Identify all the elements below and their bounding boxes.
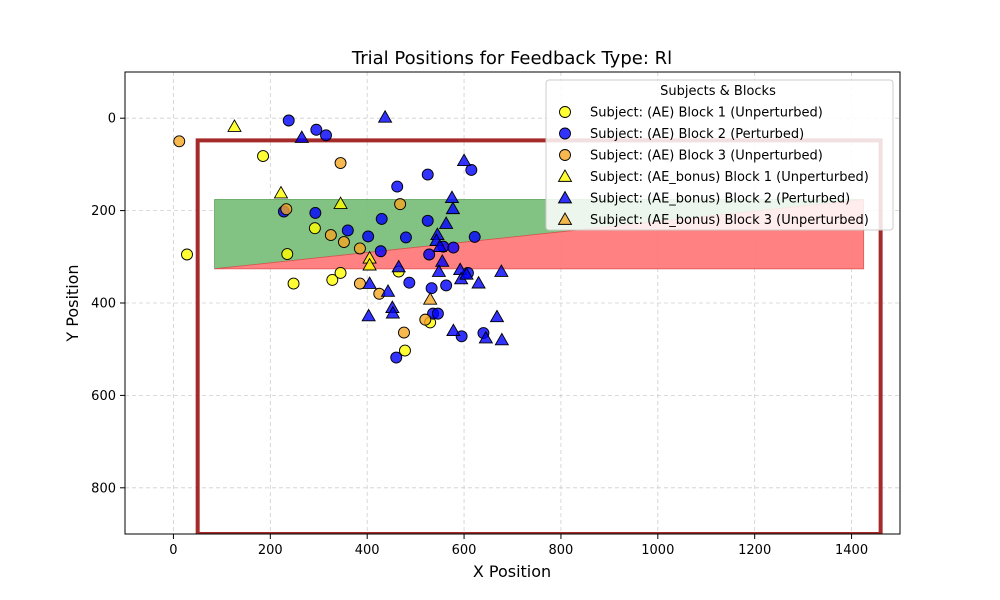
x-tick-label: 1000 [641, 543, 674, 558]
data-point-series-5 [445, 201, 461, 215]
legend-title: Subjects & Blocks [660, 84, 776, 99]
legend-box [545, 79, 894, 231]
data-point-series-3 [394, 198, 407, 211]
data-point-series-5 [294, 130, 310, 143]
x-axis-label: X Position [473, 562, 551, 581]
data-point-series-5 [438, 216, 454, 229]
y-axis-label: Y Position [63, 264, 82, 342]
data-point-series-1 [257, 150, 269, 163]
data-point-series-2 [423, 248, 436, 261]
data-point-series-4 [333, 196, 348, 209]
data-point-series-1 [326, 273, 339, 286]
data-point-series-2 [391, 180, 404, 193]
data-point-series-2 [374, 245, 387, 258]
data-point-series-2 [421, 214, 434, 227]
workspace-boundary [195, 138, 883, 534]
data-point-series-5 [478, 330, 494, 344]
data-point-series-2 [447, 241, 460, 254]
legend-marker [557, 190, 573, 204]
legend-marker [559, 149, 571, 161]
data-point-series-5 [361, 308, 376, 322]
chart-title: Trial Positions for Feedback Type: Rl [351, 48, 672, 69]
x-tick-label: 0 [169, 543, 177, 558]
data-point-series-2 [465, 163, 478, 176]
legend: Subjects & Blocks Subject: (AE) Block 1 … [545, 79, 894, 231]
data-point-series-5 [456, 153, 472, 167]
data-point-series-2 [310, 123, 323, 136]
data-point-series-5 [494, 264, 509, 277]
data-point-series-5 [391, 259, 406, 273]
data-point-series-2 [425, 282, 438, 295]
data-point-series-1 [181, 248, 193, 261]
data-point-series-5 [446, 323, 461, 337]
data-point-series-5 [471, 275, 486, 289]
data-point-series-6 [422, 291, 438, 305]
legend-marker [559, 106, 571, 118]
data-point-series-5 [377, 109, 393, 123]
data-point-series-2 [468, 230, 481, 243]
legend-marker [559, 127, 571, 140]
x-tick-label: 600 [452, 543, 477, 558]
y-tick-label: 200 [91, 204, 116, 219]
legend-marker [557, 169, 573, 182]
data-point-series-1 [399, 344, 411, 357]
legend-entry: Subject: (AE) Block 1 (Unperturbed) [590, 106, 823, 121]
data-point-series-5 [494, 332, 510, 346]
data-point-series-3 [353, 242, 366, 255]
data-point-series-2 [362, 230, 375, 243]
data-point-series-3 [419, 313, 432, 326]
data-point-series-3 [280, 203, 293, 216]
data-point-series-5 [380, 284, 396, 297]
x-tick-label: 1200 [738, 543, 771, 558]
legend-entry: Subject: (AE_bonus) Block 3 (Unperturbed… [590, 213, 869, 228]
x-tick-label: 1400 [835, 543, 868, 558]
data-point-series-1 [281, 248, 294, 260]
legend-entry: Subject: (AE) Block 3 (Unperturbed) [590, 149, 823, 164]
legend-marker [557, 212, 573, 225]
data-point-series-2 [421, 168, 434, 181]
data-point-series-3 [337, 236, 350, 248]
x-tick-label: 200 [258, 543, 283, 558]
data-point-series-5 [459, 266, 474, 280]
data-point-series-5 [489, 309, 505, 323]
data-point-series-2 [390, 351, 403, 364]
data-point-series-5 [444, 190, 460, 203]
x-tick-label: 400 [355, 543, 380, 558]
data-point-series-2 [399, 231, 412, 244]
data-point-series-5 [434, 254, 450, 267]
data-point-series-3 [173, 135, 186, 148]
data-point-series-2 [431, 307, 444, 320]
data-point-series-2 [440, 279, 453, 292]
data-point-series-2 [282, 114, 295, 127]
data-point-series-5 [362, 276, 377, 289]
data-point-series-4 [227, 119, 242, 132]
data-point-series-3 [324, 229, 337, 242]
legend-entry: Subject: (AE) Block 2 (Perturbed) [590, 127, 804, 142]
y-tick-label: 600 [91, 389, 116, 404]
data-point-series-2 [341, 224, 354, 237]
data-point-series-2 [375, 212, 388, 225]
x-tick-label: 800 [549, 543, 574, 558]
data-point-series-2 [403, 276, 416, 289]
data-point-series-3 [398, 326, 410, 339]
data-point-series-2 [309, 206, 322, 219]
y-tick-label: 400 [91, 297, 116, 312]
data-point-series-3 [334, 157, 347, 169]
data-point-series-5 [432, 239, 448, 252]
data-point-series-4 [273, 185, 289, 199]
legend-entry: Subject: (AE_bonus) Block 1 (Unperturbed… [590, 170, 869, 185]
y-tick-label: 800 [91, 481, 116, 496]
data-point-series-1 [287, 277, 300, 290]
data-point-series-5 [385, 305, 401, 319]
y-tick-label: 0 [108, 112, 116, 127]
data-point-series-1 [334, 267, 347, 279]
data-point-series-4 [362, 257, 377, 271]
data-point-series-2 [320, 129, 332, 142]
legend-entry: Subject: (AE_bonus) Block 2 (Perturbed) [590, 192, 850, 207]
data-point-series-1 [308, 222, 321, 235]
data-point-series-5 [431, 264, 447, 277]
